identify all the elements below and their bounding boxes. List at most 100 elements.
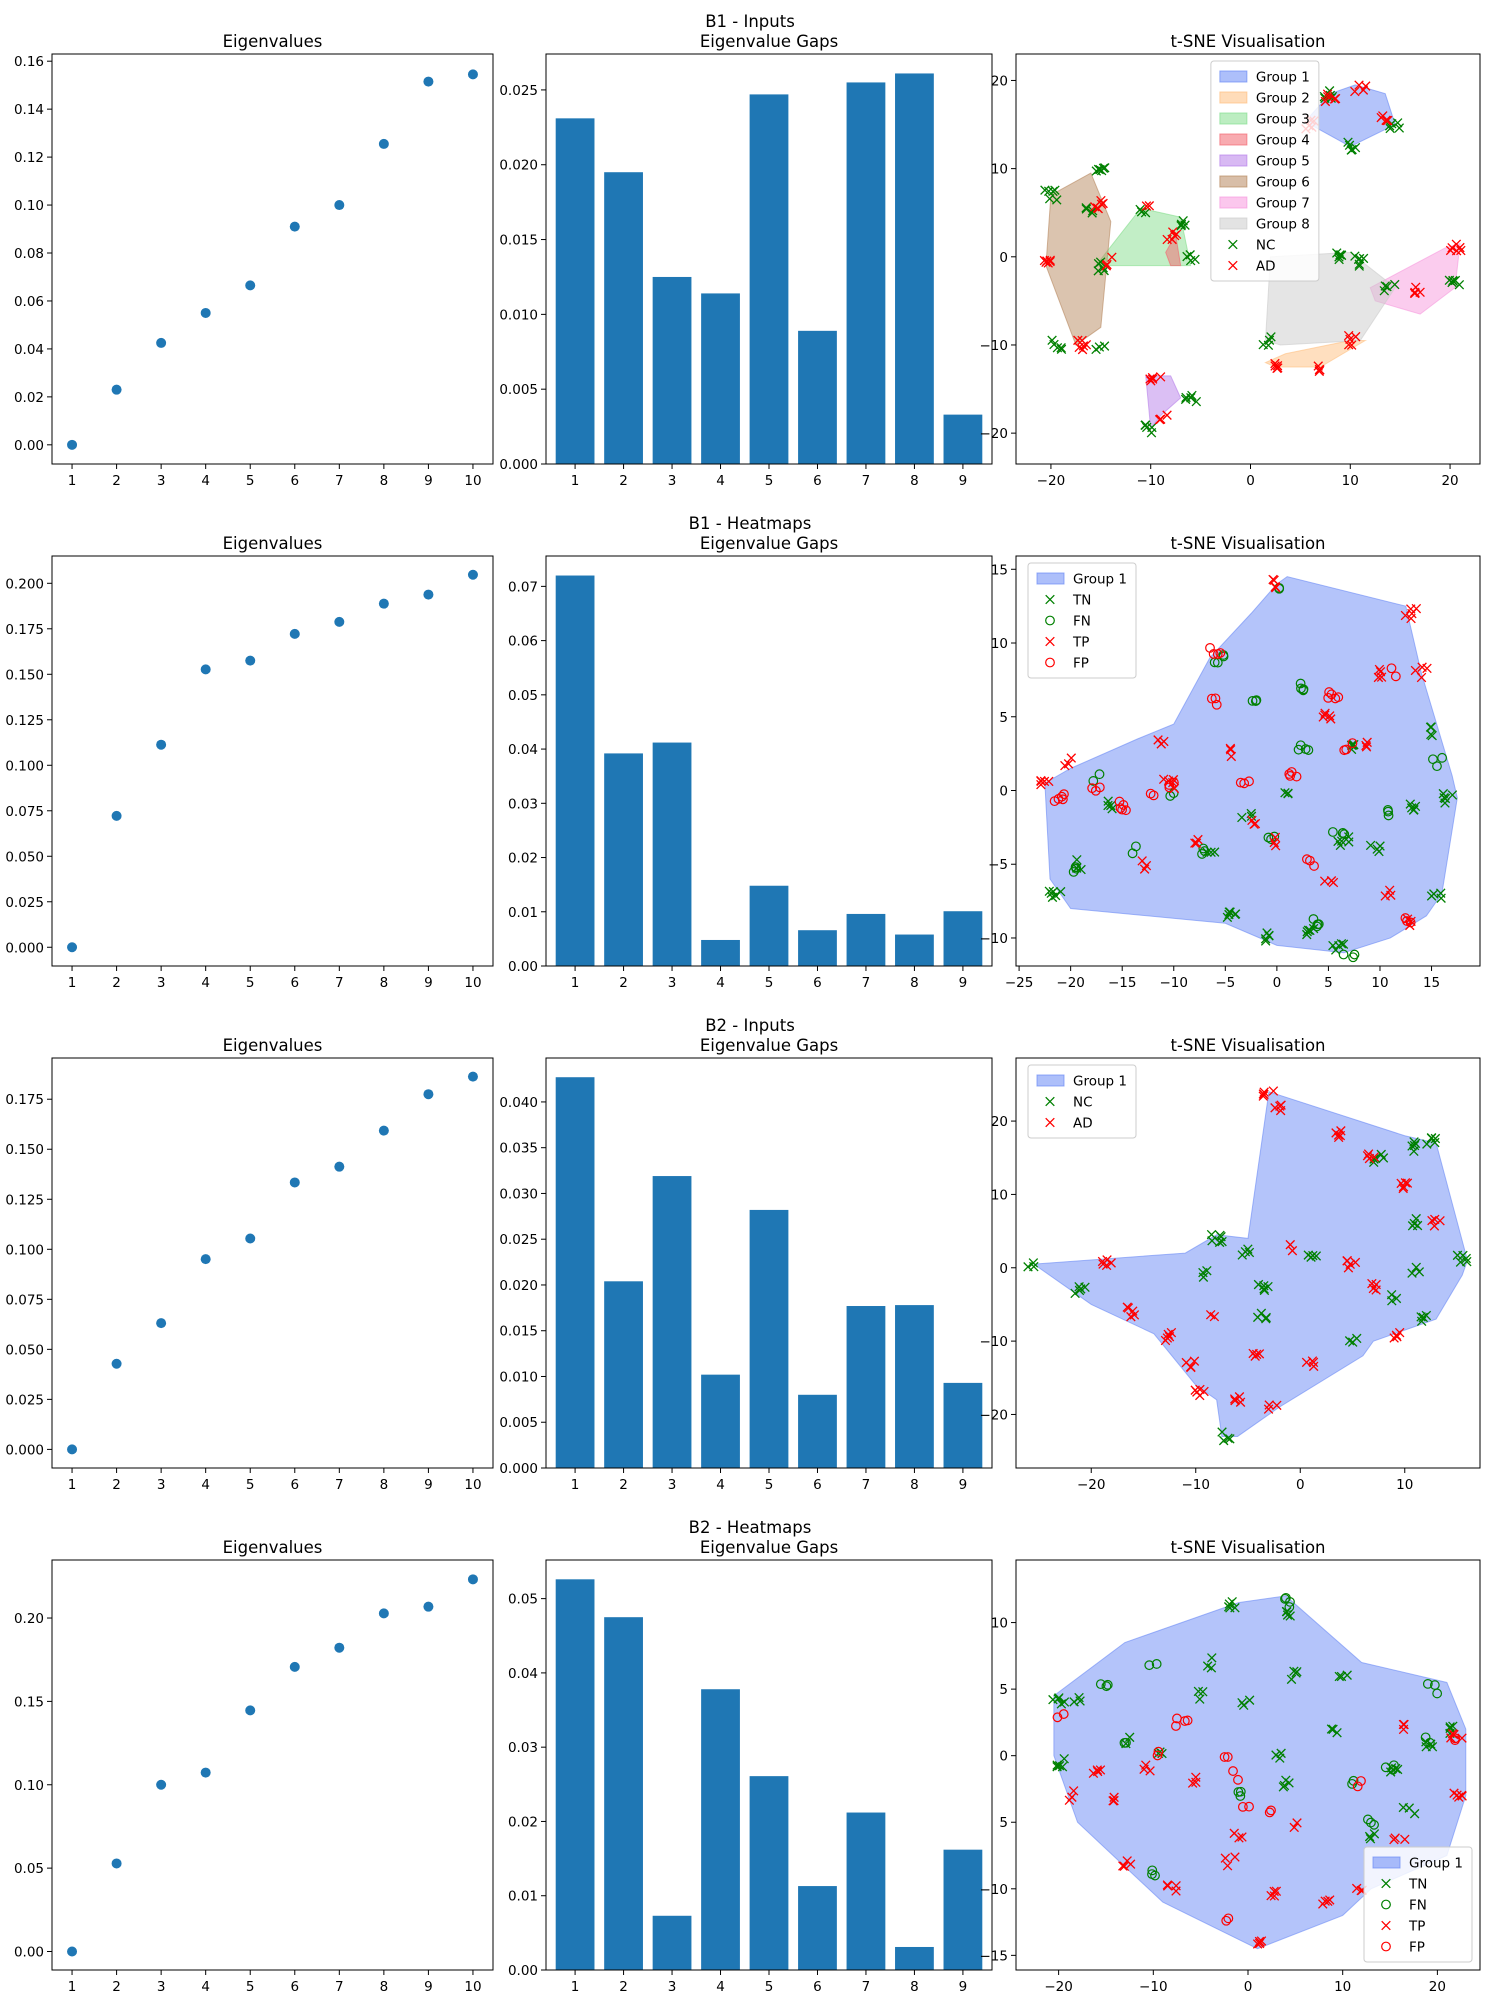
gap-bar — [943, 414, 983, 464]
x-tick-label: 6 — [813, 1979, 822, 1995]
marker-fn — [1101, 1681, 1112, 1692]
marker-nc — [1343, 137, 1353, 148]
marker-ad — [1301, 1357, 1312, 1368]
marker-tn — [1364, 1831, 1375, 1842]
x-tick-label: 6 — [290, 975, 299, 991]
marker-fn — [1266, 834, 1276, 845]
legend-label: Group 2 — [1256, 91, 1310, 107]
legend-marker — [1045, 636, 1055, 647]
marker-tn — [1282, 1610, 1293, 1620]
tsne-plot-area — [1039, 80, 1466, 438]
gap-bar — [943, 1382, 983, 1468]
marker-fp — [1228, 1766, 1238, 1776]
panel-title: Eigenvalue Gaps — [700, 1036, 838, 1055]
marker-nc — [1029, 1261, 1039, 1272]
marker-tp — [1153, 735, 1163, 745]
marker-tn — [1193, 1686, 1204, 1697]
marker-ad — [1096, 195, 1106, 206]
x-tick-label: −20 — [1077, 1477, 1106, 1493]
marker-ad — [1314, 364, 1325, 375]
marker-fp — [1153, 1746, 1164, 1757]
y-tick-label: 0.020 — [499, 158, 538, 174]
x-tick-label: 6 — [813, 975, 822, 991]
legend-swatch — [1219, 70, 1248, 83]
tsne-plot-area — [1023, 1086, 1472, 1446]
x-tick-label: 7 — [862, 1979, 871, 1995]
y-tick-label: 0.06 — [14, 294, 44, 310]
marker-ad — [1392, 1332, 1402, 1342]
marker-ad — [1268, 1086, 1279, 1096]
marker-tp — [1044, 776, 1054, 787]
x-tick-label: 3 — [157, 975, 166, 991]
x-tick-label: 2 — [619, 1477, 628, 1493]
marker-fp — [1264, 1807, 1275, 1818]
marker-tp — [1252, 1939, 1263, 1949]
marker-fn — [1151, 1659, 1162, 1669]
marker-tn — [1281, 1606, 1292, 1617]
marker-tp — [1139, 1764, 1149, 1775]
marker-tp — [1229, 1828, 1239, 1839]
marker-fn — [1131, 841, 1141, 852]
y-tick-label: 0.08 — [14, 246, 44, 262]
marker-tp — [1269, 1886, 1279, 1897]
marker-fn — [1428, 754, 1438, 765]
marker-tp — [1036, 776, 1046, 787]
marker-ad — [1367, 1278, 1377, 1289]
y-tick-label: 0.10 — [14, 198, 44, 214]
marker-ad — [1205, 1310, 1216, 1320]
marker-nc — [1379, 285, 1390, 296]
gap-bar — [749, 1776, 789, 1970]
eigenvalue-point — [289, 628, 300, 639]
x-tick-label: 8 — [910, 473, 919, 489]
marker-ad — [1398, 1183, 1408, 1194]
marker-nc — [1214, 1237, 1225, 1248]
marker-fn — [1280, 1593, 1290, 1604]
marker-fn — [1366, 1817, 1376, 1828]
y-tick-label: 0.02 — [14, 390, 44, 406]
marker-fn — [1338, 949, 1349, 960]
marker-nc — [1409, 1146, 1419, 1157]
y-tick-label: 0.125 — [5, 1192, 44, 1208]
y-tick-label: −10 — [980, 931, 1009, 947]
marker-ad — [1427, 1215, 1437, 1226]
legend-label: AD — [1073, 1116, 1093, 1132]
marker-nc — [1095, 164, 1105, 175]
marker-tn — [1107, 804, 1117, 814]
marker-tn — [1055, 886, 1066, 897]
legend: Group 1 Group 2 Group 3 Group 4 Group 5 Group… — [1210, 60, 1320, 282]
y-tick-label: −5 — [988, 857, 1008, 873]
x-tick-label: 5 — [1324, 975, 1333, 991]
gap-bar — [846, 82, 886, 464]
marker-fn — [1422, 1678, 1433, 1689]
marker-tp — [1266, 1890, 1276, 1901]
marker-tn — [1209, 847, 1220, 857]
legend-label: AD — [1256, 259, 1276, 275]
marker-tn — [1372, 844, 1382, 854]
panel-eigenvalue-gaps: Eigenvalue Gaps 0.00 0.01 0.02 0.03 0.04 0.05 1… — [508, 1538, 993, 1995]
marker-fn — [1293, 744, 1304, 755]
marker-tp — [1374, 664, 1385, 675]
y-tick-label: 0.02 — [508, 1814, 538, 1830]
marker-tn — [1237, 812, 1247, 823]
x-tick-label: 0 — [1244, 1979, 1253, 1995]
x-tick-label: −10 — [1136, 473, 1165, 489]
x-tick-label: 6 — [290, 1477, 299, 1493]
x-tick-label: 7 — [862, 1477, 871, 1493]
y-tick-label: −20 — [980, 1407, 1009, 1423]
marker-fn — [1199, 846, 1210, 856]
marker-tp — [1095, 1765, 1106, 1775]
marker-ad — [1169, 230, 1180, 241]
y-tick-label: 0.000 — [5, 1442, 44, 1458]
y-tick-label: 0.030 — [499, 1186, 538, 1202]
marker-nc — [1244, 1247, 1255, 1258]
marker-tn — [1447, 790, 1458, 800]
x-tick-label: 8 — [910, 1477, 919, 1493]
gap-bar — [943, 911, 983, 966]
marker-ad — [1254, 1349, 1265, 1359]
marker-ad — [1144, 201, 1155, 211]
marker-tp — [1270, 841, 1281, 851]
legend-label: FP — [1073, 656, 1089, 672]
marker-ad — [1343, 339, 1354, 350]
marker-fn — [1383, 806, 1394, 817]
marker-fp — [1339, 745, 1350, 756]
